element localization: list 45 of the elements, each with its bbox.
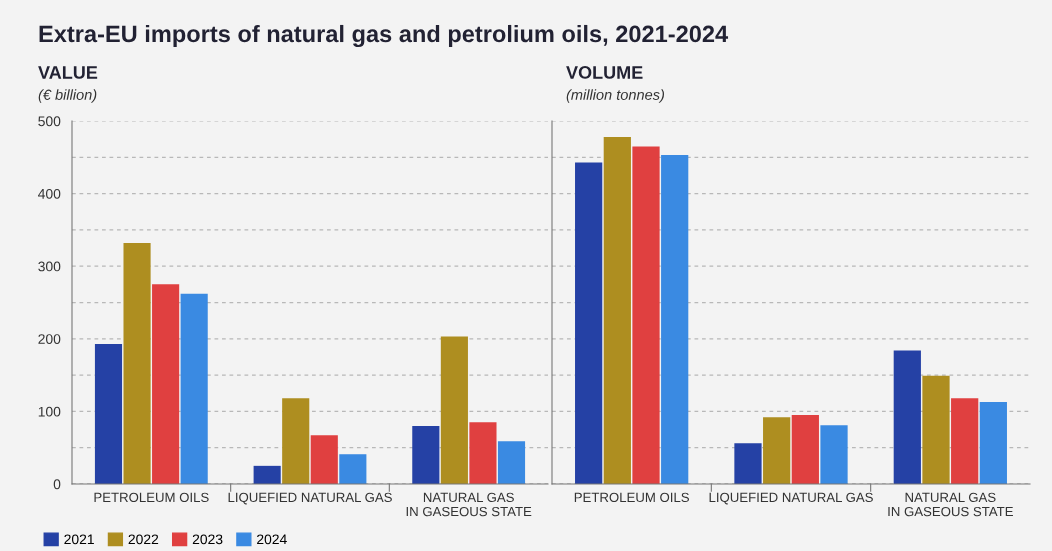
bar (951, 398, 979, 484)
bar (123, 242, 151, 484)
bar (632, 146, 660, 484)
y-tick-label: 200 (38, 334, 61, 344)
chart-title: Extra-EU imports of natural gas and petrolium oils, 2021-2024 (39, 24, 729, 48)
bar (180, 293, 208, 484)
bar (922, 375, 950, 484)
y-tick-label: 100 (38, 406, 61, 417)
bar (253, 465, 281, 484)
bar (763, 417, 791, 484)
bar (734, 443, 762, 484)
chart-subtitle: VOLUME (566, 66, 643, 79)
bar (412, 425, 440, 484)
x-tick-label: NATURAL GAS IN GASEOUS STATE (406, 492, 532, 517)
bar (575, 162, 603, 484)
bar (893, 350, 921, 484)
x-tick-label: LIQUEFIED NATURAL GAS (228, 492, 392, 505)
bar (791, 415, 819, 484)
bar (440, 336, 468, 484)
bar (661, 155, 689, 484)
bar (603, 136, 631, 484)
y-tick-label: 300 (38, 261, 61, 272)
x-tick-label: PETROLEUM OILS (574, 492, 689, 503)
bar (497, 441, 526, 484)
bar (94, 343, 123, 484)
bar (152, 284, 180, 484)
bar (310, 435, 338, 484)
x-tick-label: PETROLEUM OILS (94, 492, 209, 503)
bar (282, 398, 310, 484)
bar (469, 422, 497, 484)
y-tick-label: 400 (38, 188, 61, 199)
legend-label: 2022 (128, 534, 159, 545)
legend-label: 2021 (64, 534, 94, 545)
bar (820, 425, 848, 484)
y-tick-label: 500 (38, 116, 61, 127)
y-axis-title: (million tonnes) (566, 89, 665, 103)
chart-subtitle: VALUE (38, 66, 98, 79)
bar (339, 454, 367, 484)
y-tick-label: 0 (53, 479, 61, 490)
bar (979, 401, 1007, 484)
x-tick-label: NATURAL GAS IN GASEOUS STATE (888, 492, 1013, 517)
x-tick-label: LIQUEFIED NATURAL GAS (709, 492, 873, 505)
legend-label: 2024 (257, 534, 287, 545)
legend-label: 2023 (192, 534, 223, 545)
y-axis-title: (€ billion) (38, 89, 97, 103)
